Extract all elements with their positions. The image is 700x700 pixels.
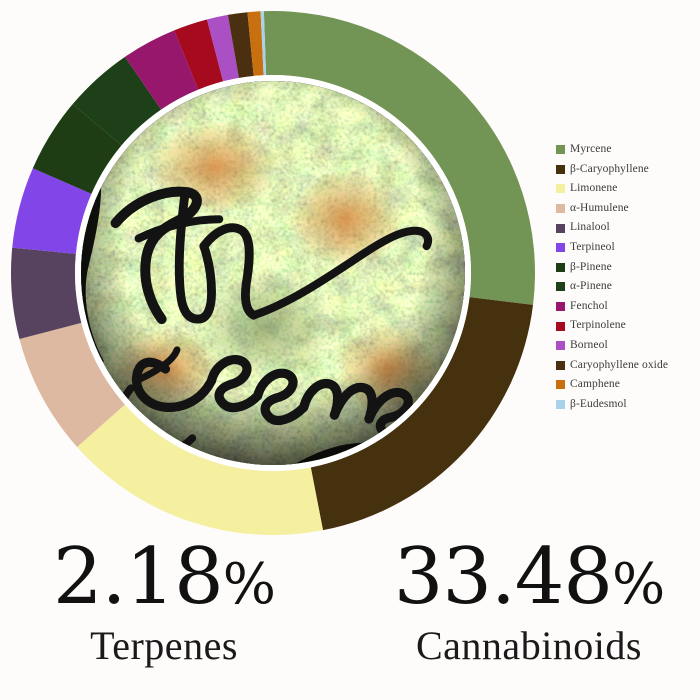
donut-slice-camphene[interactable]: Camphene 0.8% bbox=[247, 11, 264, 76]
legend-swatch-icon bbox=[556, 341, 565, 351]
legend-item[interactable]: β-Caryophyllene bbox=[556, 160, 696, 180]
legend-item-label: Limonene bbox=[570, 182, 618, 195]
donut-slice-terpinolene[interactable]: Terpinolene 2.1% bbox=[174, 19, 224, 90]
legend-item[interactable]: Camphene bbox=[556, 375, 696, 395]
legend: Myrcene β-Caryophyllene Limonene α-Humulene… bbox=[556, 140, 696, 414]
legend-item-label: Terpineol bbox=[570, 241, 615, 254]
legend-item-label: α-Pinene bbox=[570, 280, 612, 293]
legend-item-label: Borneol bbox=[570, 338, 608, 351]
legend-swatch-icon bbox=[556, 184, 565, 194]
legend-item[interactable]: Terpinolene bbox=[556, 316, 696, 336]
legend-swatch-icon bbox=[556, 164, 565, 174]
legend-item[interactable]: Limonene bbox=[556, 179, 696, 199]
cannabinoids-value: 33.48% bbox=[358, 534, 700, 628]
legend-swatch-icon bbox=[556, 380, 565, 390]
legend-swatch-icon bbox=[556, 204, 565, 214]
legend-swatch-icon bbox=[556, 302, 565, 312]
legend-item-label: Caryophyllene oxide bbox=[570, 358, 669, 371]
legend-swatch-icon bbox=[556, 145, 565, 155]
legend-swatch-icon bbox=[556, 360, 565, 370]
legend-item-label: α-Humulene bbox=[570, 201, 629, 214]
cannabinoids-label: Cannabinoids bbox=[416, 623, 642, 668]
legend-item[interactable]: α-Pinene bbox=[556, 277, 696, 297]
legend-item-label: Myrcene bbox=[570, 143, 612, 156]
donut-slice-myrcene[interactable]: Myrcene 27.5% bbox=[263, 11, 536, 305]
donut-slice-eudesmol[interactable]: β-Eudesmol 0.2% bbox=[260, 11, 267, 76]
legend-item[interactable]: Myrcene bbox=[556, 140, 696, 160]
legend-item-label: Linalool bbox=[570, 221, 610, 234]
legend-swatch-icon bbox=[556, 282, 565, 292]
legend-item[interactable]: Caryophyllene oxide bbox=[556, 356, 696, 376]
legend-item[interactable]: Borneol bbox=[556, 336, 696, 356]
terpenes-number: 2.18 bbox=[53, 532, 224, 622]
legend-swatch-icon bbox=[556, 243, 565, 253]
legend-item-label: β-Eudesmol bbox=[570, 397, 627, 410]
legend-item-label: Camphene bbox=[570, 378, 620, 391]
legend-item[interactable]: Linalool bbox=[556, 218, 696, 238]
legend-item-label: β-Pinene bbox=[570, 260, 612, 273]
legend-item[interactable]: Fenchol bbox=[556, 297, 696, 317]
center-logo bbox=[81, 81, 465, 465]
legend-item[interactable]: Terpineol bbox=[556, 238, 696, 258]
terpenes-percent-sign: % bbox=[222, 552, 276, 617]
legend-swatch-icon bbox=[556, 321, 565, 331]
donut-slice-borneol[interactable]: Borneol 1.3% bbox=[206, 14, 239, 82]
cannabinoids-number: 33.48 bbox=[393, 532, 613, 622]
stat-cannabinoids: 33.48% Cannabinoids bbox=[350, 534, 700, 700]
donut-slice-linalool[interactable]: Linalool 5.6% bbox=[10, 247, 82, 340]
brand-script-logo bbox=[110, 186, 436, 462]
legend-item-label: Fenchol bbox=[570, 299, 608, 312]
terpenes-label: Terpenes bbox=[90, 623, 238, 668]
terpenes-value: 2.18% bbox=[0, 534, 350, 628]
legend-item[interactable]: β-Eudesmol bbox=[556, 395, 696, 415]
legend-swatch-icon bbox=[556, 223, 565, 233]
stat-terpenes: 2.18% Terpenes bbox=[0, 534, 350, 700]
cannabinoids-percent-sign: % bbox=[612, 552, 665, 617]
legend-swatch-icon bbox=[556, 400, 565, 410]
legend-item[interactable]: β-Pinene bbox=[556, 258, 696, 278]
legend-item[interactable]: α-Humulene bbox=[556, 199, 696, 219]
legend-item-label: Terpinolene bbox=[570, 319, 626, 332]
legend-swatch-icon bbox=[556, 262, 565, 272]
donut-chart: Myrcene 27.5%β-Caryophyllene 20%Limonene… bbox=[8, 8, 538, 538]
stats-row: 2.18% Terpenes 33.48% Cannabinoids bbox=[0, 534, 700, 700]
legend-item-label: β-Caryophyllene bbox=[570, 162, 649, 175]
donut-slice-terpineol[interactable]: Terpineol 5% bbox=[12, 168, 92, 254]
donut-slice-caryophyllene-oxide[interactable]: Caryophyllene oxide 1.2% bbox=[227, 12, 254, 78]
